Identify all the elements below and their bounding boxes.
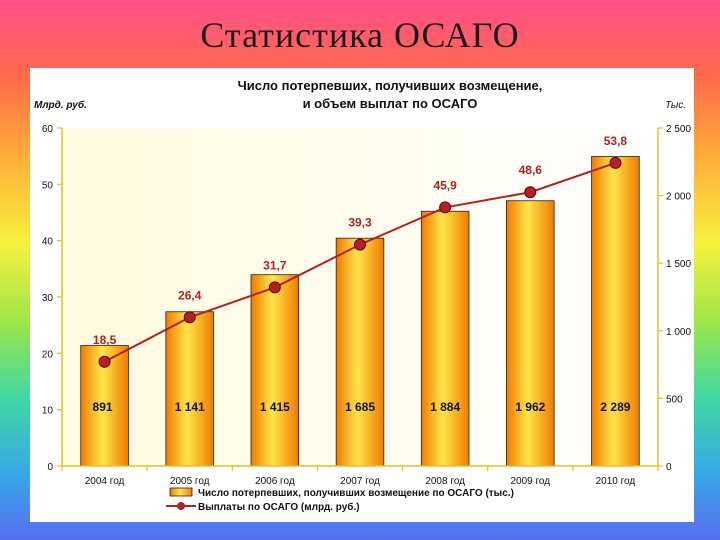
bar-4 — [335, 237, 385, 467]
payouts-value-label: 48,6 — [519, 163, 543, 177]
bar-value-label: 1 962 — [515, 400, 545, 414]
chart-title-line1: Число потерпевших, получивших возмещение… — [238, 78, 543, 93]
right-tick-label: 2 500 — [666, 124, 691, 135]
legend-line-label: Выплаты по ОСАГО (млрд. руб.) — [198, 501, 360, 513]
legend-bar-label: Число потерпевших, получивших возмещение… — [198, 488, 514, 499]
payouts-point-1 — [98, 355, 111, 368]
chart-title-line2: и объем выплат по ОСАГО — [303, 96, 478, 111]
left-tick-label: 20 — [42, 349, 54, 360]
bar-value-label: 891 — [93, 400, 113, 414]
payouts-value-label: 53,8 — [604, 134, 628, 148]
right-tick-label: 1 000 — [666, 327, 691, 338]
left-tick-label: 0 — [47, 462, 53, 473]
x-tick-label: 2006 год — [255, 476, 295, 487]
bar-2 — [165, 311, 214, 467]
payouts-point-2 — [183, 311, 196, 324]
slide-title: Статистика ОСАГО — [200, 15, 520, 55]
x-tick-label: 2005 год — [170, 476, 210, 487]
left-tick-label: 10 — [42, 406, 54, 417]
right-tick-label: 0 — [666, 462, 672, 473]
bar-value-label: 1 415 — [260, 400, 290, 414]
bar-5 — [420, 210, 470, 467]
bar-7 — [591, 156, 640, 467]
payouts-value-label: 18,5 — [93, 333, 117, 347]
x-tick-label: 2009 год — [510, 476, 550, 487]
plot-area: 0 10 20 30 40 50 60 0 500 1 000 1 500 2 000 2 500 200… — [42, 124, 692, 487]
payouts-value-label: 26,4 — [178, 288, 202, 302]
x-tick-label: 2007 год — [340, 476, 380, 487]
payouts-point-3 — [268, 281, 281, 294]
right-tick-label: 500 — [666, 394, 683, 405]
legend-line-marker — [177, 502, 185, 510]
payouts-point-5 — [439, 201, 452, 214]
legend: Число потерпевших, получивших возмещение… — [166, 487, 514, 513]
legend-bar-swatch — [169, 487, 193, 497]
chart-panel: Число потерпевших, получивших возмещение… — [30, 68, 694, 522]
bar-value-label: 2 289 — [600, 400, 630, 414]
left-axis-unit: Млрд. руб. — [34, 99, 87, 111]
right-tick-label: 1 500 — [666, 259, 691, 270]
x-tick-label: 2010 год — [596, 476, 636, 487]
bar-value-label: 1 884 — [430, 400, 460, 414]
bar-6 — [506, 200, 555, 467]
bar-3 — [250, 274, 300, 467]
left-tick-label: 50 — [42, 180, 54, 191]
left-tick-label: 60 — [42, 124, 54, 135]
bar-value-label: 1 685 — [345, 400, 375, 414]
bar-value-label: 1 141 — [175, 400, 205, 414]
left-tick-label: 40 — [42, 237, 54, 248]
chart-svg: Число потерпевших, получивших возмещение… — [34, 78, 692, 513]
left-tick-label: 30 — [42, 293, 54, 304]
payouts-value-label: 39,3 — [348, 216, 372, 230]
payouts-value-label: 31,7 — [263, 258, 287, 272]
x-tick-label: 2004 год — [85, 476, 125, 487]
payouts-point-6 — [524, 186, 537, 199]
x-tick-label: 2008 год — [425, 476, 465, 487]
payouts-value-label: 45,9 — [433, 178, 457, 192]
payouts-point-4 — [354, 238, 366, 251]
right-tick-label: 2 000 — [666, 192, 691, 203]
payouts-point-7 — [609, 156, 622, 169]
right-axis-unit: Тыс. — [665, 100, 686, 111]
